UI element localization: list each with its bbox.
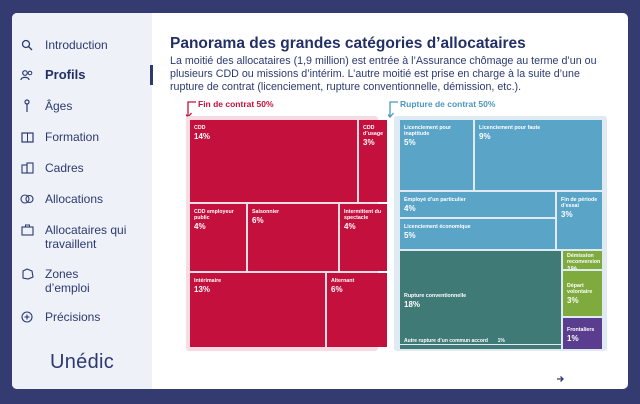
treemap-cell-autre-rupture — [400, 345, 561, 349]
treemap-cell-frontaliers: Frontaliers 1% — [563, 318, 602, 349]
treemap-cell-alternant: Alternant 6% — [327, 273, 387, 347]
treemap-cell-rupture-conventionnelle: Rupture conventionnelle 18% — [400, 251, 561, 344]
search-icon — [20, 38, 34, 52]
arrow-down-icon — [388, 101, 398, 118]
sidebar-item-ages[interactable]: Âges — [20, 99, 72, 113]
treemap-cell-cdd-usage: CDD d’usage 3% — [359, 120, 387, 202]
plus-icon — [20, 310, 34, 324]
treemap-cell-intermittent: Intermittent du spectacle 4% — [340, 204, 387, 271]
main-content: Panorama des grandes catégories d’alloca… — [168, 13, 624, 389]
sidebar-item-allocataires-qui-travaillent[interactable]: Allocataires qui travaillent — [20, 223, 131, 251]
sidebar: Introduction Profils Âges Formation Cadr… — [12, 13, 152, 389]
coins-icon — [20, 192, 34, 206]
sidebar-item-label: Cadres — [45, 161, 84, 175]
sidebar-item-cadres[interactable]: Cadres — [20, 161, 84, 175]
sidebar-item-label: Allocataires qui travaillent — [45, 223, 127, 251]
app-frame: Introduction Profils Âges Formation Cadr… — [12, 13, 628, 389]
sidebar-item-label: Zones d’emploi — [45, 267, 90, 295]
person-icon — [20, 99, 34, 113]
map-icon — [20, 267, 34, 281]
treemap-cell-fin-periode-essai: Fin de période d’essai 3% — [557, 192, 602, 249]
treemap-cell-depart-volontaire: Départ volontaire 3% — [563, 271, 602, 316]
sidebar-item-zones-d-emploi[interactable]: Zones d’emploi — [20, 267, 115, 295]
autre-rupture-label: Autre rupture d’un commun accord 1% — [404, 338, 505, 344]
treemap-cell-employe-particulier: Employé d’un particulier 4% — [400, 192, 555, 217]
briefcase-icon — [20, 223, 34, 237]
treemap-cell-cdd: CDD 14% — [190, 120, 357, 202]
active-indicator — [150, 65, 153, 85]
sidebar-item-label: Introduction — [45, 38, 108, 52]
sidebar-item-formation[interactable]: Formation — [20, 130, 99, 144]
treemap-cell-cdd-employeur-public: CDD employeur public 4% — [190, 204, 246, 271]
page-title: Panorama des grandes catégories d’alloca… — [170, 35, 526, 52]
sidebar-item-profils[interactable]: Profils — [20, 68, 85, 82]
unedic-logo: Unédic — [50, 351, 115, 373]
treemap-cell-interimaire: Intérimaire 13% — [190, 273, 325, 347]
treemap-cell-saisonnier: Saisonnier 6% — [248, 204, 338, 271]
sidebar-item-label: Âges — [45, 99, 73, 113]
sidebar-item-allocations[interactable]: Allocations — [20, 192, 103, 206]
next-button-label: SUIVANT — [570, 375, 601, 382]
building-icon — [20, 161, 34, 175]
sidebar-item-label: Allocations — [45, 192, 104, 206]
treemap-cell-licenciement-inaptitude: Licenciement pour inaptitude 5% — [400, 120, 473, 190]
treemap-cell-licenciement-faute: Licenciement pour faute 9% — [475, 120, 602, 190]
users-icon — [20, 68, 34, 82]
sidebar-item-label: Profils — [45, 67, 86, 82]
rupture-de-contrat-caption: Rupture de contrat 50% — [400, 99, 496, 109]
treemap-cell-licenciement-economique: Licenciement économique 5% — [400, 219, 555, 249]
sidebar-item-introduction[interactable]: Introduction — [20, 38, 108, 52]
book-icon — [20, 130, 34, 144]
treemap-cell-demission-reconversion: Démission reconversion1% — [563, 251, 602, 269]
arrow-right-icon — [553, 372, 566, 385]
sidebar-item-label: Formation — [45, 130, 100, 144]
sidebar-item-precisions[interactable]: Précisions — [20, 310, 100, 324]
intro-text: La moitié des allocataires (1,9 million)… — [170, 55, 597, 93]
treemap-rupture-de-contrat: Licenciement pour inaptitude 5% Licenciem… — [394, 116, 607, 351]
sidebar-item-label: Précisions — [45, 310, 101, 324]
fin-de-contrat-caption: Fin de contrat 50% — [198, 99, 274, 109]
next-button[interactable]: SUIVANT — [553, 372, 600, 385]
treemap-fin-de-contrat: CDD 14% CDD d’usage 3% CDD employeur publi… — [186, 116, 387, 351]
